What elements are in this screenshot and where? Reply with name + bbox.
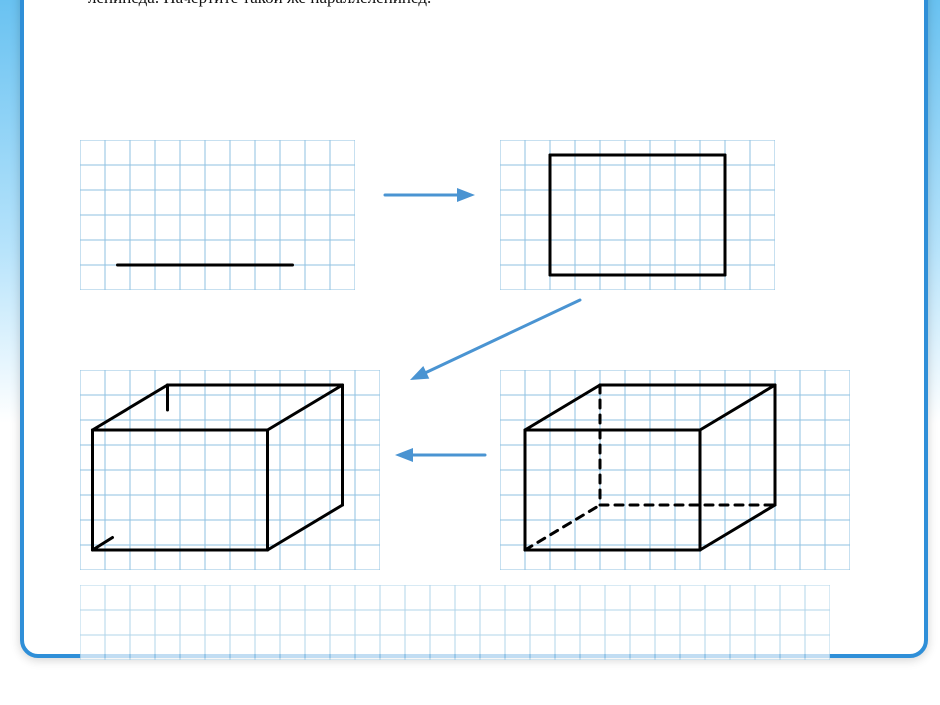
arrow-1: [365, 175, 495, 215]
problem-text-line2: лепипеда. Начертите такой же параллелепи…: [88, 0, 431, 7]
step-panel-4: [80, 370, 380, 570]
step-panel-1: [80, 140, 355, 290]
step-panel-3: [500, 370, 850, 570]
arrow-3: [375, 435, 505, 475]
bottom-grid: [80, 585, 830, 660]
step-panel-2: [500, 140, 775, 290]
problem-statement: 329. На рисунке показана последовательно…: [24, 0, 924, 16]
arrow-2: [390, 280, 600, 400]
content-card: 329. На рисунке показана последовательно…: [20, 0, 928, 658]
